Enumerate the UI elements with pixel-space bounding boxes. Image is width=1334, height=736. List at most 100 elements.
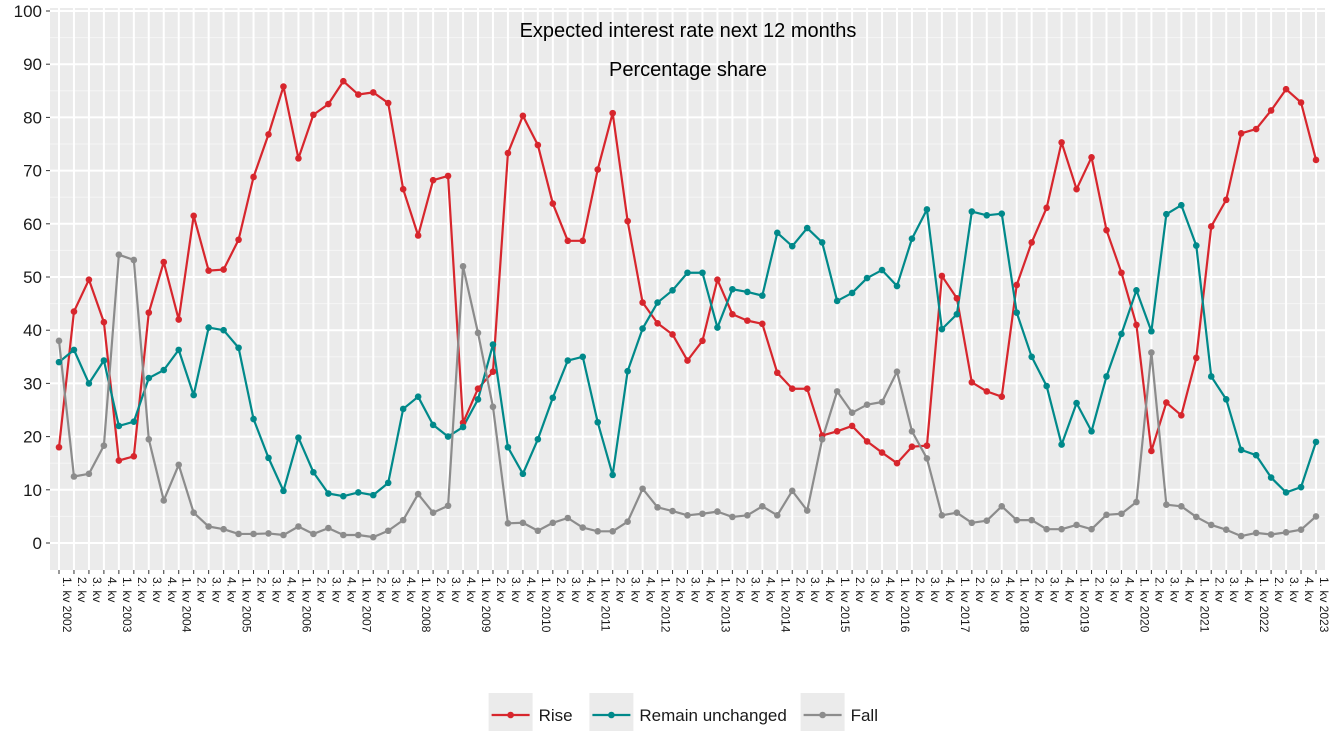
data-point-remain-unchanged [699,269,706,277]
data-point-fall [205,523,212,530]
data-point-fall [399,516,407,524]
data-point-rise [998,393,1006,401]
x-tick-label: 4. kv [105,577,119,602]
data-point-fall [953,509,961,516]
data-point-fall [863,401,871,408]
data-point-rise [145,309,153,316]
x-tick-label: 2. kv [1033,577,1047,602]
data-point-fall [325,524,332,532]
x-tick-label: 2. kv [255,577,269,602]
data-point-rise [699,337,706,345]
data-point-remain-unchanged [444,433,452,440]
data-point-remain-unchanged [340,492,347,500]
data-point-remain-unchanged [190,391,197,399]
data-point-rise [714,276,721,283]
data-point-rise [310,111,317,119]
data-point-fall [489,403,497,411]
data-point-fall [1163,501,1170,509]
data-point-rise [878,449,886,456]
x-tick-label: 1. kv 2005 [240,577,254,633]
data-point-fall [1178,502,1185,510]
data-point-remain-unchanged [325,490,332,497]
data-point-rise [833,427,841,435]
x-tick-label: 4. kv [883,577,897,602]
data-point-rise [1312,156,1320,164]
data-point-remain-unchanged [1133,287,1140,294]
data-point-fall [1297,526,1305,533]
data-point-rise [1267,107,1275,114]
data-point-rise [848,422,856,430]
data-point-rise [444,172,452,180]
data-point-rise [1088,154,1095,161]
x-tick-label: 4. kv [644,577,658,602]
data-point-fall [175,461,183,469]
x-tick-label: 3. kv [629,577,643,602]
data-point-fall [100,442,108,449]
x-tick-label: 3. kv [389,577,403,602]
x-tick-label: 3. kv [449,577,463,602]
x-tick-label: 4. kv [165,577,179,602]
data-point-fall [908,427,916,435]
data-point-remain-unchanged [369,491,377,499]
data-point-remain-unchanged [923,206,931,213]
data-point-rise [923,442,931,449]
data-point-fall [848,409,856,416]
series-points [55,77,1320,541]
data-point-remain-unchanged [998,210,1006,217]
data-point-fall [609,528,616,535]
data-point-rise [384,99,392,107]
x-tick-label: 1. kv 2010 [539,577,553,633]
x-tick-label: 2. kv [554,577,568,602]
data-point-fall [115,251,123,258]
x-tick-label: 1. kv 2007 [359,577,373,633]
data-point-rise [744,317,751,324]
data-point-fall [579,524,587,531]
data-point-rise [908,443,916,451]
data-point-remain-unchanged [549,394,557,402]
data-point-remain-unchanged [235,344,242,352]
y-axis: 0 10 20 30 40 50 60 70 80 90 100 [14,2,50,553]
x-tick-label: 4. kv [1122,577,1136,602]
data-point-remain-unchanged [265,454,272,462]
x-tick-label: 3. kv [150,577,164,602]
data-point-remain-unchanged [968,208,976,215]
x-tick-label: 3. kv [210,577,224,602]
data-point-fall [1237,532,1245,540]
data-point-remain-unchanged [609,471,616,479]
data-point-remain-unchanged [639,325,646,332]
y-tick-label: 80 [23,108,42,127]
x-tick-label: 3. kv [509,577,523,602]
data-point-remain-unchanged [938,325,946,333]
data-point-remain-unchanged [145,374,153,382]
x-tick-label: 4. kv [823,577,837,602]
data-point-rise [609,109,616,117]
x-tick-label: 2. kv [614,577,628,602]
data-point-fall [414,490,422,498]
x-tick-label: 3. kv [90,577,104,602]
data-point-fall [519,519,527,527]
data-point-fall [310,530,317,538]
data-point-remain-unchanged [594,418,602,426]
data-point-rise [295,155,302,162]
data-point-rise [250,173,257,181]
x-tick-label: 1. kv 2021 [1197,577,1211,633]
x-tick-label: 1. kv 2008 [419,577,433,633]
data-point-remain-unchanged [160,366,168,374]
data-point-rise [579,237,587,245]
data-point-fall [85,470,93,478]
data-point-fall [729,513,736,521]
data-point-rise [354,91,362,98]
x-tick-label: 1. kv 2011 [599,577,613,632]
data-point-remain-unchanged [1103,373,1110,380]
x-tick-label: 3. kv [928,577,942,602]
data-point-fall [624,518,631,526]
data-point-rise [369,89,377,96]
data-point-remain-unchanged [399,405,407,413]
data-point-fall [429,509,437,516]
chart-title: Expected interest rate next 12 months [520,20,857,42]
data-point-remain-unchanged [803,224,811,232]
data-point-fall [474,329,482,337]
x-tick-label: 4. kv [584,577,598,602]
data-point-fall [220,525,227,533]
